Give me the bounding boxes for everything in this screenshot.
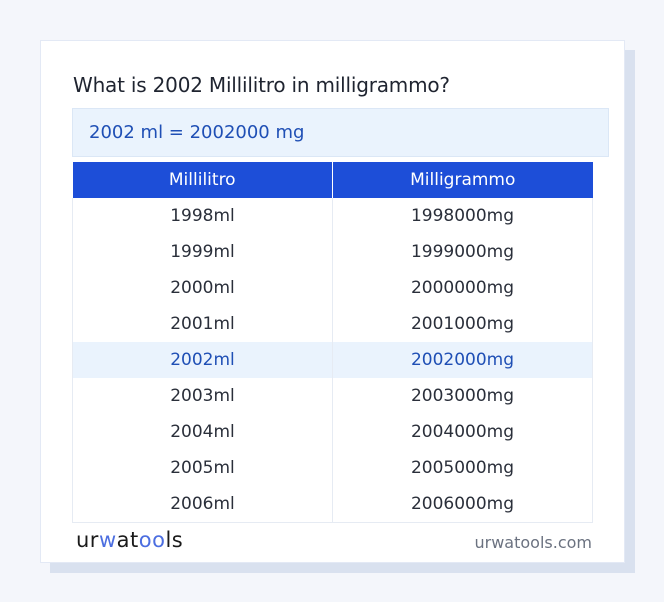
- site-url: urwatools.com: [474, 533, 593, 552]
- cell-mg: 1999000mg: [332, 234, 593, 270]
- cell-ml: 2006ml: [72, 486, 333, 523]
- cell-ml: 2004ml: [72, 414, 333, 450]
- cell-mg: 2003000mg: [332, 378, 593, 414]
- table-row: 2000ml 2000000mg: [72, 270, 593, 306]
- page-title: What is 2002 Millilitro in milligrammo?: [73, 73, 450, 97]
- cell-ml: 2005ml: [72, 450, 333, 486]
- cell-ml: 1998ml: [72, 198, 333, 234]
- cell-mg: 2000000mg: [332, 270, 593, 306]
- cell-ml: 2002ml: [72, 342, 333, 378]
- table-row: 2001ml 2001000mg: [72, 306, 593, 342]
- cell-mg: 2004000mg: [332, 414, 593, 450]
- conversion-table: Millilitro Milligrammo 1998ml 1998000mg 1…: [72, 162, 593, 523]
- conversion-result: 2002 ml = 2002000 mg: [72, 108, 609, 157]
- table-row-highlighted: 2002ml 2002000mg: [72, 342, 593, 378]
- table-row: 2004ml 2004000mg: [72, 414, 593, 450]
- cell-mg: 2001000mg: [332, 306, 593, 342]
- cell-ml: 2001ml: [72, 306, 333, 342]
- cell-mg: 2005000mg: [332, 450, 593, 486]
- cell-ml: 1999ml: [72, 234, 333, 270]
- cell-mg: 1998000mg: [332, 198, 593, 234]
- table-row: 1999ml 1999000mg: [72, 234, 593, 270]
- table-row: 2005ml 2005000mg: [72, 450, 593, 486]
- urwatools-logo: urwatools: [76, 528, 184, 552]
- cell-mg: 2006000mg: [332, 486, 593, 523]
- cell-ml: 2000ml: [72, 270, 333, 306]
- conversion-card: What is 2002 Millilitro in milligrammo? …: [40, 40, 625, 563]
- table-row: 2003ml 2003000mg: [72, 378, 593, 414]
- table-row: 1998ml 1998000mg: [72, 198, 593, 234]
- table-header-row: Millilitro Milligrammo: [72, 162, 593, 198]
- column-header-millilitro: Millilitro: [72, 162, 333, 198]
- cell-mg: 2002000mg: [332, 342, 593, 378]
- table-row: 2006ml 2006000mg: [72, 486, 593, 523]
- cell-ml: 2003ml: [72, 378, 333, 414]
- column-header-milligrammo: Milligrammo: [332, 162, 593, 198]
